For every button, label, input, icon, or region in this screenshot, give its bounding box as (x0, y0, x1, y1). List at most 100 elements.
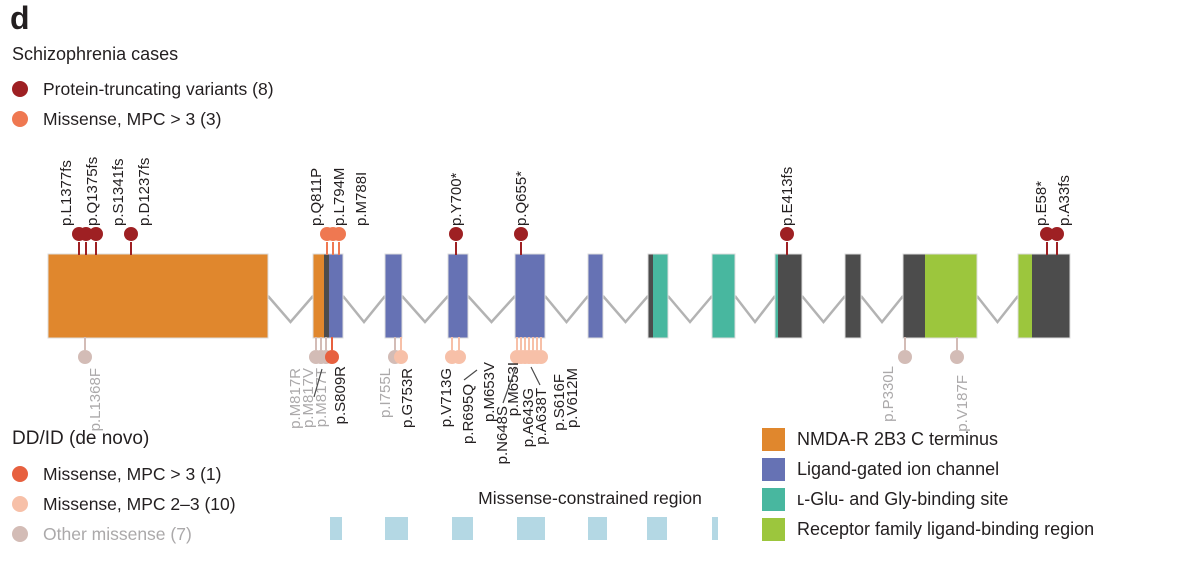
variant-label: p.M788I (353, 172, 370, 226)
variant-dot (1050, 227, 1064, 241)
legend-item-ddid-mpc23: Missense, MPC 2–3 (10) (12, 489, 236, 519)
domain-segment (48, 254, 268, 338)
variant-label: p.M817V (300, 368, 317, 428)
variant-label: p.V713G (438, 368, 455, 427)
variant-label: p.L1377fs (58, 160, 75, 226)
variant-label: p.Q1375fs (84, 157, 101, 226)
exon-box (774, 253, 803, 339)
variant-dot (452, 350, 466, 364)
variant-label: p.I755L (377, 368, 394, 418)
variant-label: p.V612M (564, 368, 581, 428)
domain-segment (778, 254, 802, 338)
domain-segment (324, 254, 329, 338)
legend-item-ddid-mpc3: Missense, MPC > 3 (1) (12, 459, 236, 489)
ddid-legend-title: DD/ID (de novo) (12, 428, 150, 449)
constrained-region-box (588, 517, 607, 540)
ion-channel-swatch (762, 457, 785, 481)
domain-segment (712, 254, 735, 338)
domain-segment (845, 254, 861, 338)
domain-segment (1018, 254, 1032, 338)
variant-label: p.L1368F (87, 368, 104, 431)
domain-segment (653, 254, 668, 338)
variant-label: p.S809R (332, 366, 349, 425)
exon-box (647, 253, 669, 339)
variant-label: p.E58* (1033, 181, 1050, 226)
variant-dot (898, 350, 912, 364)
variant-dot (394, 350, 408, 364)
exon-box (844, 253, 862, 339)
legend-item-ptv: Protein-truncating variants (8) (12, 74, 274, 104)
intron-connector (267, 295, 314, 324)
constrained-region-box (517, 517, 545, 540)
variant-dot (780, 227, 794, 241)
exon-box (384, 253, 403, 339)
exon-box (587, 253, 604, 339)
panel-label: d (10, 0, 30, 36)
intron-connector (544, 295, 589, 324)
ddid-legend: DD/ID (de novo) Missense, MPC > 3 (1) Mi… (12, 428, 236, 549)
domain-segment (925, 254, 977, 338)
intron-connector (342, 295, 386, 324)
intron-connector (467, 295, 516, 324)
domain-segment (588, 254, 603, 338)
legend-item-label: Missense, MPC > 3 (3) (43, 108, 222, 129)
c-terminus-swatch (762, 427, 785, 451)
variant-label: p.Q655* (513, 171, 530, 226)
domain-segment (515, 254, 545, 338)
leader-line (313, 368, 323, 398)
variant-label: p.G753R (399, 368, 416, 428)
schizophrenia-legend-title: Schizophrenia cases (12, 44, 179, 64)
legend-item-label: NMDA-R 2B3 C terminus (797, 428, 999, 449)
variant-label: p.Y700* (448, 172, 465, 226)
intron-connector (860, 295, 904, 324)
missense-mpc3-dot-icon (12, 111, 28, 127)
missense-constrained-region-label: Missense-constrained region (478, 488, 702, 508)
variant-dot (79, 227, 93, 241)
variant-dot (449, 227, 463, 241)
variant-dot (78, 350, 92, 364)
variant-label: p.M817T (313, 368, 330, 427)
domain-segment (648, 254, 653, 338)
intron-connector (667, 295, 713, 324)
variant-dot (325, 350, 339, 364)
legend-item-c-terminus: NMDA-R 2B3 C terminus (762, 424, 1094, 454)
variant-label: p.R695Q (460, 384, 477, 444)
legend-item-missense-mpc3: Missense, MPC > 3 (3) (12, 104, 274, 134)
variant-label: p.S616F (551, 374, 568, 431)
ligand-binding-swatch (762, 517, 785, 541)
intron-connector (976, 295, 1019, 325)
intron-connector (401, 295, 449, 324)
domain-segment (329, 254, 343, 338)
variant-label: p.M653I (505, 362, 522, 416)
intron-connector (734, 295, 776, 325)
exon-box (711, 253, 736, 339)
variant-label: p.P330L (880, 366, 897, 422)
variant-dot (1040, 227, 1054, 241)
glu-gly-site-swatch (762, 487, 785, 511)
variant-label: p.N648S (494, 406, 511, 464)
variant-label: p.V187F (954, 375, 971, 432)
constrained-region-box (330, 517, 342, 540)
constrained-region-box (712, 517, 718, 540)
variant-label: p.L794M (331, 168, 348, 226)
constrained-region-box (385, 517, 408, 540)
exon-box (47, 253, 269, 339)
legend-item-label: Protein-truncating variants (8) (43, 78, 274, 99)
legend-item-label: Missense, MPC > 3 (1) (43, 463, 222, 484)
variant-label: p.E413fs (779, 167, 796, 226)
domain-segment (385, 254, 402, 338)
legend-item-label: Other missense (7) (43, 523, 192, 544)
domain-segment (903, 254, 925, 338)
domain-segment (775, 254, 778, 338)
other-missense-dot-icon (12, 526, 28, 542)
legend-item-glu-gly-site: ʟ-Glu- and Gly-binding site (762, 484, 1094, 514)
schizophrenia-legend: Schizophrenia cases Protein-truncating v… (12, 44, 274, 134)
domain-legend: NMDA-R 2B3 C terminus Ligand-gated ion c… (762, 424, 1094, 544)
constrained-region-box (647, 517, 667, 540)
variant-label: p.M653V (481, 362, 498, 422)
constrained-region-box (452, 517, 473, 540)
legend-item-other-missense: Other missense (7) (12, 519, 236, 549)
domain-segment (448, 254, 468, 338)
legend-item-label: Receptor family ligand-binding region (797, 518, 1095, 539)
domain-segment (313, 254, 324, 338)
